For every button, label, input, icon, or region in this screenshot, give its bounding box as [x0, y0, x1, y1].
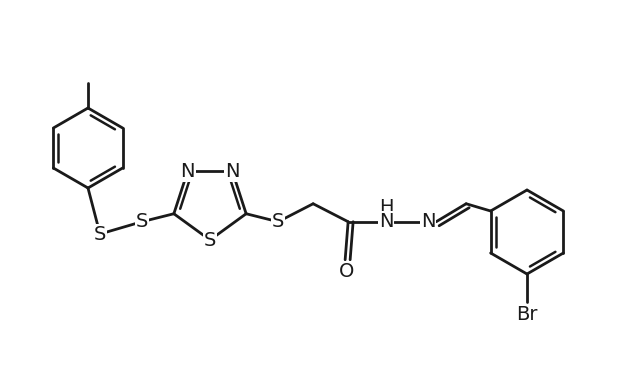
Text: N: N — [379, 212, 394, 231]
Text: N: N — [180, 162, 195, 181]
Text: Br: Br — [516, 305, 538, 323]
Text: N: N — [421, 212, 435, 231]
Text: S: S — [94, 225, 106, 243]
Text: O: O — [339, 262, 354, 281]
Text: N: N — [225, 162, 239, 181]
Text: S: S — [272, 212, 284, 231]
Text: S: S — [136, 212, 148, 231]
Text: H: H — [379, 198, 394, 217]
Text: S: S — [204, 230, 216, 250]
